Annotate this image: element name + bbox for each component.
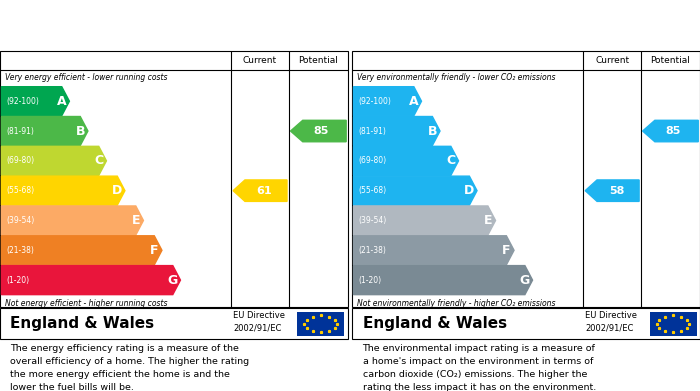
Text: G: G <box>168 274 178 287</box>
Polygon shape <box>1 117 88 145</box>
Polygon shape <box>290 120 346 142</box>
Text: Environmental Impact (CO₂) Rating: Environmental Impact (CO₂) Rating <box>363 18 624 32</box>
Text: D: D <box>464 184 475 197</box>
Text: (39-54): (39-54) <box>358 216 386 225</box>
Text: F: F <box>150 244 158 257</box>
Polygon shape <box>1 176 125 205</box>
Text: (81-91): (81-91) <box>6 127 34 136</box>
Text: The energy efficiency rating is a measure of the
overall efficiency of a home. T: The energy efficiency rating is a measur… <box>10 344 250 391</box>
Polygon shape <box>1 146 106 176</box>
Polygon shape <box>354 176 477 205</box>
Text: (1-20): (1-20) <box>6 276 29 285</box>
Text: C: C <box>94 154 104 167</box>
Text: England & Wales: England & Wales <box>10 316 155 331</box>
Text: (21-38): (21-38) <box>6 246 34 255</box>
Text: Very environmentally friendly - lower CO₂ emissions: Very environmentally friendly - lower CO… <box>357 73 556 82</box>
Polygon shape <box>1 206 144 235</box>
Polygon shape <box>1 87 69 116</box>
Text: B: B <box>76 124 85 138</box>
Polygon shape <box>354 236 514 265</box>
Polygon shape <box>233 180 287 201</box>
Polygon shape <box>354 117 440 145</box>
Text: England & Wales: England & Wales <box>363 316 507 331</box>
Polygon shape <box>354 87 421 116</box>
Text: Energy Efficiency Rating: Energy Efficiency Rating <box>10 18 194 32</box>
Text: (39-54): (39-54) <box>6 216 34 225</box>
Text: C: C <box>447 154 456 167</box>
Text: EU Directive
2002/91/EC: EU Directive 2002/91/EC <box>585 312 637 333</box>
Text: (55-68): (55-68) <box>358 186 386 195</box>
Text: (69-80): (69-80) <box>6 156 34 165</box>
Polygon shape <box>354 206 496 235</box>
Text: Potential: Potential <box>650 56 690 65</box>
Text: (92-100): (92-100) <box>6 97 39 106</box>
Text: (21-38): (21-38) <box>358 246 386 255</box>
Polygon shape <box>643 120 699 142</box>
Text: E: E <box>132 214 140 227</box>
Text: (55-68): (55-68) <box>6 186 34 195</box>
Text: A: A <box>57 95 66 108</box>
Text: Current: Current <box>243 56 277 65</box>
Polygon shape <box>1 265 181 295</box>
Text: Not energy efficient - higher running costs: Not energy efficient - higher running co… <box>5 299 168 308</box>
Text: E: E <box>484 214 492 227</box>
Text: Very energy efficient - lower running costs: Very energy efficient - lower running co… <box>5 73 168 82</box>
Text: 85: 85 <box>666 126 681 136</box>
Text: Current: Current <box>595 56 629 65</box>
Text: G: G <box>520 274 530 287</box>
Text: (69-80): (69-80) <box>358 156 386 165</box>
Text: (81-91): (81-91) <box>358 127 386 136</box>
Text: The environmental impact rating is a measure of
a home's impact on the environme: The environmental impact rating is a mea… <box>363 344 596 391</box>
Bar <box>298 312 344 335</box>
Text: A: A <box>409 95 419 108</box>
Text: Not environmentally friendly - higher CO₂ emissions: Not environmentally friendly - higher CO… <box>357 299 556 308</box>
Polygon shape <box>354 146 458 176</box>
Polygon shape <box>585 180 639 201</box>
Text: (92-100): (92-100) <box>358 97 391 106</box>
Text: EU Directive
2002/91/EC: EU Directive 2002/91/EC <box>233 312 285 333</box>
Text: (1-20): (1-20) <box>358 276 382 285</box>
Text: Potential: Potential <box>298 56 338 65</box>
Text: 85: 85 <box>314 126 329 136</box>
Text: D: D <box>112 184 122 197</box>
Polygon shape <box>354 265 533 295</box>
Text: 58: 58 <box>609 186 624 196</box>
Text: B: B <box>428 124 437 138</box>
Bar <box>650 312 696 335</box>
Polygon shape <box>1 236 162 265</box>
Text: 61: 61 <box>257 186 272 196</box>
Text: F: F <box>502 244 510 257</box>
